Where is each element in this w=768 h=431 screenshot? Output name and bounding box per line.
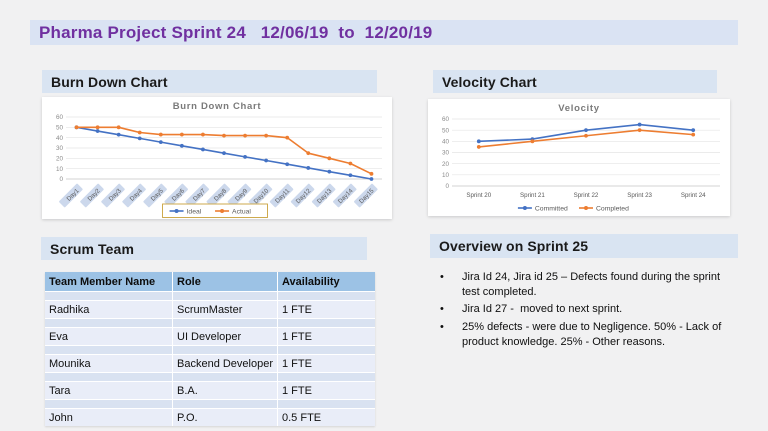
svg-text:30: 30 xyxy=(442,150,450,157)
svg-text:40: 40 xyxy=(442,139,450,146)
table-row: Eva UI Developer 1 FTE xyxy=(45,328,375,345)
table-spacer-cell xyxy=(278,373,375,381)
burndown-chart: Burn Down Chart 0 10 20 30 40 50 60 Day1 Day2 Day3… xyxy=(56,101,382,218)
svg-text:0: 0 xyxy=(445,183,449,190)
table-row-spacer xyxy=(45,292,375,300)
table-row-spacer xyxy=(45,319,375,327)
table-spacer-cell xyxy=(173,292,277,300)
svg-text:20: 20 xyxy=(56,156,64,163)
table-row: Mounika Backend Developer 1 FTE xyxy=(45,355,375,372)
table-cell: Radhika xyxy=(45,301,172,318)
svg-text:Ideal: Ideal xyxy=(187,208,202,215)
burndown-section-header: Burn Down Chart xyxy=(42,70,377,93)
velocity-section-header: Velocity Chart xyxy=(433,70,717,93)
table-spacer-cell xyxy=(45,346,172,354)
svg-text:10: 10 xyxy=(442,172,450,179)
overview-bullet: 25% defects - were due to Negligence. 50… xyxy=(436,320,738,350)
chart-title: Burn Down Chart xyxy=(173,101,262,112)
svg-text:Sprint 24: Sprint 24 xyxy=(681,192,706,199)
table-spacer-cell xyxy=(45,373,172,381)
table-row: Radhika ScrumMaster 1 FTE xyxy=(45,301,375,318)
table-row-spacer xyxy=(45,346,375,354)
svg-text:Sprint 20: Sprint 20 xyxy=(466,192,491,199)
svg-text:30: 30 xyxy=(56,145,64,152)
legend: Ideal Actual xyxy=(162,203,268,218)
svg-text:40: 40 xyxy=(56,135,64,142)
table-cell: 1 FTE xyxy=(278,382,375,399)
svg-text:20: 20 xyxy=(442,161,450,168)
table-row: John P.O. 0.5 FTE xyxy=(45,409,375,426)
table-cell: UI Developer xyxy=(173,328,277,345)
table-spacer-cell xyxy=(278,400,375,408)
x-axis-labels: Day1 Day2 Day3 Day4 Day5 Day6 Day7 Day8 Day9 Day1… xyxy=(59,183,378,208)
overview-section-header: Overview on Sprint 25 xyxy=(430,234,738,258)
overview-bullets: Jira Id 24, Jira id 25 – Defects found d… xyxy=(436,270,738,352)
burndown-chart-panel: Burn Down Chart 0 10 20 30 40 50 60 Day1 Day2 Day3… xyxy=(42,97,392,219)
velocity-chart-panel: Velocity 0 10 20 30 40 50 60 Sprint 20 Sprint 21 S… xyxy=(428,99,730,216)
chart-title: Velocity xyxy=(558,103,600,114)
svg-text:Completed: Completed xyxy=(596,205,629,212)
gridlines: 0 10 20 30 40 50 60 xyxy=(56,114,382,183)
series-actual xyxy=(74,125,374,176)
scrum-table: Team Member Name Role Availability Radhika S… xyxy=(45,272,375,426)
page-title-band: Pharma Project Sprint 24 12/06/19 to 12/… xyxy=(30,20,738,45)
table-header-cell: Role xyxy=(173,272,277,291)
page-title: Pharma Project Sprint 24 12/06/19 to 12/… xyxy=(39,22,433,42)
svg-text:50: 50 xyxy=(442,127,450,134)
gridlines: 0 10 20 30 40 50 60 xyxy=(442,116,720,190)
overview-section-title: Overview on Sprint 25 xyxy=(439,238,589,254)
svg-text:Sprint 23: Sprint 23 xyxy=(627,192,652,199)
table-row-spacer xyxy=(45,400,375,408)
svg-text:0: 0 xyxy=(59,176,63,183)
scrum-section-title: Scrum Team xyxy=(50,240,134,257)
table-cell: 0.5 FTE xyxy=(278,409,375,426)
table-spacer-cell xyxy=(173,373,277,381)
table-spacer-cell xyxy=(45,400,172,408)
svg-text:Actual: Actual xyxy=(232,208,251,215)
table-cell: John xyxy=(45,409,172,426)
svg-text:60: 60 xyxy=(56,114,64,121)
table-header-row: Team Member Name Role Availability xyxy=(45,272,375,291)
table-cell: ScrumMaster xyxy=(173,301,277,318)
table-cell: 1 FTE xyxy=(278,355,375,372)
x-axis-labels: Sprint 20 Sprint 21 Sprint 22 Sprint 23 Spri… xyxy=(466,192,706,199)
series-committed xyxy=(476,122,696,144)
table-spacer-cell xyxy=(173,319,277,327)
burndown-section-title: Burn Down Chart xyxy=(51,73,168,90)
overview-bullet: Jira Id 24, Jira id 25 – Defects found d… xyxy=(436,270,738,300)
table-cell: 1 FTE xyxy=(278,301,375,318)
velocity-section-title: Velocity Chart xyxy=(442,73,537,90)
table-spacer-cell xyxy=(278,319,375,327)
table-cell: B.A. xyxy=(173,382,277,399)
table-spacer-cell xyxy=(278,292,375,300)
svg-text:10: 10 xyxy=(56,166,64,173)
svg-text:Sprint 21: Sprint 21 xyxy=(520,192,545,199)
table-cell: Mounika xyxy=(45,355,172,372)
scrum-section-header: Scrum Team xyxy=(41,237,367,260)
svg-text:50: 50 xyxy=(56,125,64,132)
table-cell: Backend Developer xyxy=(173,355,277,372)
table-cell: Eva xyxy=(45,328,172,345)
table-spacer-cell xyxy=(45,319,172,327)
table-header-cell: Team Member Name xyxy=(45,272,172,291)
svg-text:Sprint 22: Sprint 22 xyxy=(574,192,599,199)
table-header-cell: Availability xyxy=(278,272,375,291)
svg-text:60: 60 xyxy=(442,116,450,123)
series-completed xyxy=(476,128,696,149)
table-row: Tara B.A. 1 FTE xyxy=(45,382,375,399)
legend: Committed Completed xyxy=(517,205,629,212)
table-cell: Tara xyxy=(45,382,172,399)
table-cell: 1 FTE xyxy=(278,328,375,345)
table-spacer-cell xyxy=(45,292,172,300)
table-row-spacer xyxy=(45,373,375,381)
table-spacer-cell xyxy=(173,400,277,408)
svg-text:Committed: Committed xyxy=(535,205,568,212)
table-spacer-cell xyxy=(173,346,277,354)
table-cell: P.O. xyxy=(173,409,277,426)
overview-bullet: Jira Id 27 - moved to next sprint. xyxy=(436,302,738,317)
table-spacer-cell xyxy=(278,346,375,354)
